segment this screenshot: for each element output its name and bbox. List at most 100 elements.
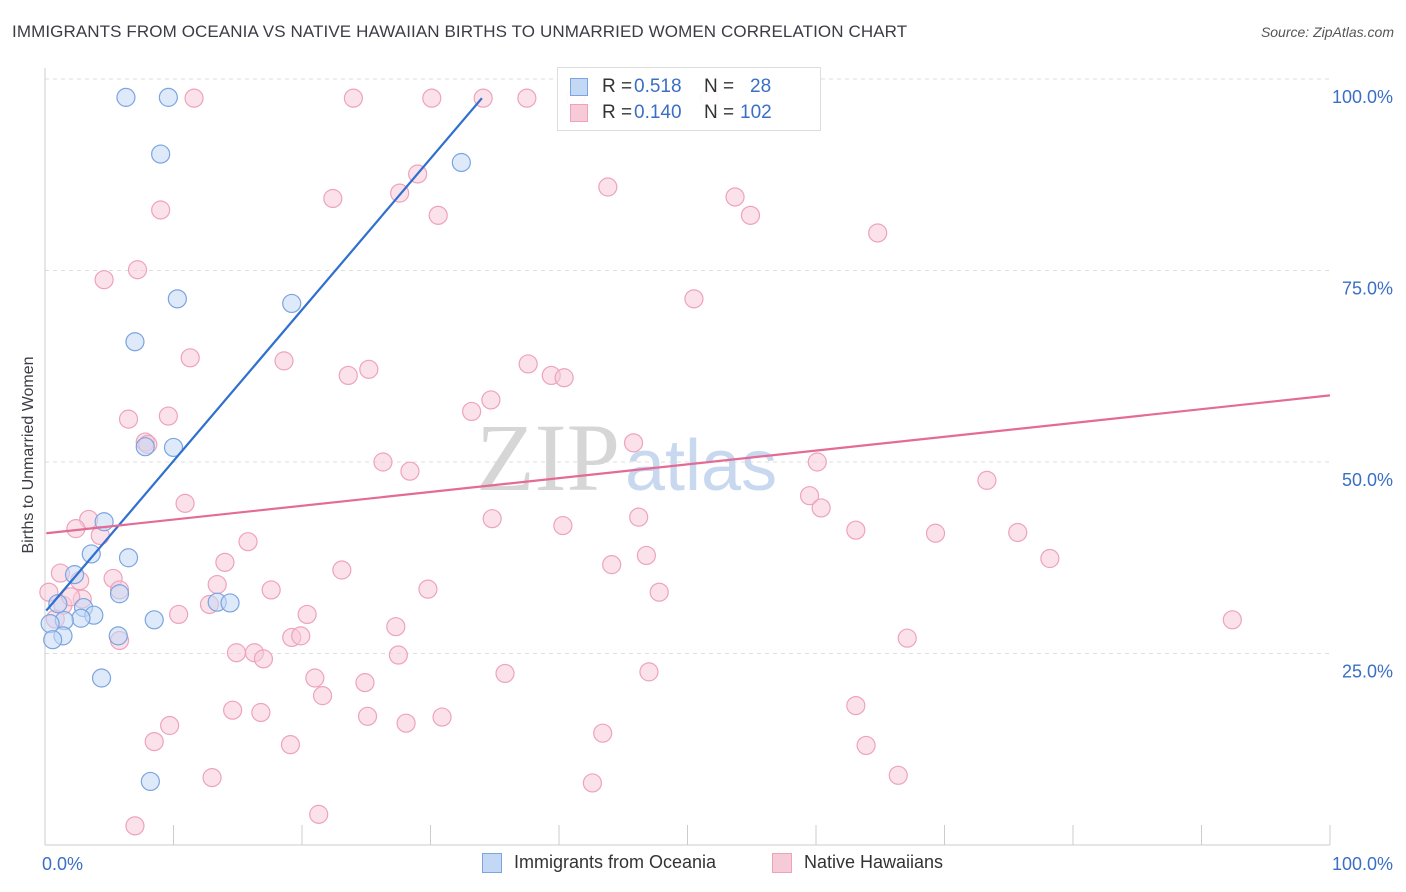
hawaiian-point: [215, 552, 235, 572]
oceania-point: [48, 594, 68, 614]
hawaiian-point: [807, 452, 827, 472]
hawaiian-point: [359, 359, 379, 379]
oceania-point: [163, 437, 184, 458]
axes: [44, 68, 1331, 846]
legend-swatch-hawaiians: [772, 852, 792, 873]
hawaiian-point: [158, 406, 178, 426]
hawaiians-swatch: [570, 104, 588, 122]
oceania-point: [118, 548, 139, 568]
hawaiian-point: [1008, 522, 1028, 543]
r-value: 0.140: [634, 102, 682, 123]
legend-item-hawaiians[interactable]: Native Hawaiians: [772, 852, 943, 873]
hawaiian-point: [897, 628, 917, 648]
hawaiian-point: [432, 707, 452, 727]
hawaiian-point: [649, 582, 669, 602]
oceania-point: [116, 87, 136, 107]
hawaiian-point: [202, 767, 222, 788]
x-tick-label-min: 0.0%: [42, 854, 83, 874]
legend-label-hawaiians: Native Hawaiians: [804, 852, 944, 872]
oceania-point: [125, 332, 145, 352]
hawaiian-point: [925, 523, 946, 543]
hawaiian-point: [94, 270, 114, 290]
hawaiian-point: [518, 354, 538, 374]
hawaiian-point: [639, 662, 659, 682]
x-tick-label-max: 100.0%: [1332, 854, 1393, 874]
hawaiian-point: [725, 187, 745, 207]
hawaiian-point: [291, 626, 311, 646]
hawaiian-point: [127, 260, 148, 280]
oceania-point: [81, 544, 101, 564]
r-label: R =: [602, 102, 633, 123]
legend-item-oceania[interactable]: Immigrants from Oceania: [482, 852, 716, 873]
hawaiian-point: [151, 200, 171, 220]
hawaiian-point: [305, 668, 325, 688]
hawaiian-point: [1222, 610, 1242, 630]
y-tick-label: 50.0%: [1342, 470, 1393, 490]
hawaiian-point: [251, 702, 271, 723]
n-label: N =: [704, 76, 735, 97]
oceania-point: [43, 630, 63, 650]
oceania-point: [91, 668, 112, 688]
oceania-point: [71, 608, 91, 628]
hawaiian-point: [422, 88, 442, 108]
hawaiian-point: [799, 486, 820, 506]
hawaiian-point: [207, 574, 227, 595]
hawaiian-point: [223, 700, 243, 720]
oceania-point: [158, 87, 178, 107]
hawaiian-point: [297, 604, 317, 625]
hawaiian-point: [888, 765, 908, 785]
hawaiian-point: [623, 433, 644, 453]
hawaiian-point: [332, 560, 352, 580]
oceania-point: [109, 584, 130, 604]
oceania-point: [144, 610, 164, 630]
hawaiian-point: [495, 663, 515, 684]
stats-row-oceania: R = 0.518 N = 28: [570, 75, 771, 99]
hawaiian-point: [169, 604, 189, 625]
r-value: 0.518: [634, 76, 682, 97]
hawaiian-point: [184, 88, 204, 108]
hawaiian-point: [428, 205, 448, 225]
y-tick-label: 25.0%: [1342, 662, 1393, 682]
hawaiian-point: [357, 706, 378, 726]
hawaiian-point: [118, 409, 139, 429]
hawaiian-point: [418, 579, 438, 599]
hawaiian-point: [388, 645, 408, 665]
r-label: R =: [602, 76, 633, 97]
oceania-point: [167, 289, 187, 309]
hawaiian-point: [553, 515, 573, 536]
oceania-point: [135, 437, 155, 457]
hawaiian-point: [846, 695, 866, 716]
oceania-point: [282, 293, 302, 314]
oceania-point: [108, 626, 128, 646]
chart-title: IMMIGRANTS FROM OCEANIA VS NATIVE HAWAII…: [12, 22, 908, 41]
oceania-point: [451, 152, 471, 173]
oceania-points: [40, 87, 471, 792]
oceania-point: [64, 565, 85, 585]
legend-swatch-oceania: [482, 852, 502, 873]
oceania-point: [220, 593, 240, 613]
hawaiians-trend-line: [46, 394, 1331, 535]
hawaiian-point: [312, 686, 333, 706]
hawaiian-point: [868, 223, 888, 243]
n-label: N =: [704, 102, 735, 123]
hawaiian-point: [684, 289, 704, 309]
hawaiian-point: [517, 88, 537, 108]
hawaiian-point: [598, 177, 618, 197]
n-value: 102: [740, 102, 772, 123]
hawaiian-point: [180, 348, 200, 368]
hawaiian-point: [740, 205, 761, 225]
hawaiian-point: [582, 773, 603, 793]
hawaiian-point: [309, 804, 329, 824]
source-credit: Source: ZipAtlas.com: [1260, 24, 1394, 40]
hawaiian-point: [636, 545, 656, 566]
hawaiian-point: [856, 735, 876, 756]
hawaiian-point: [811, 498, 831, 518]
hawaiian-point: [280, 735, 301, 755]
n-value: 28: [750, 76, 772, 97]
hawaiian-point: [261, 580, 281, 600]
watermark-zip: ZIP: [476, 404, 620, 511]
watermark-atlas: atlas: [625, 426, 777, 506]
hawaiian-point: [396, 713, 416, 733]
hawaiian-point: [629, 507, 649, 527]
